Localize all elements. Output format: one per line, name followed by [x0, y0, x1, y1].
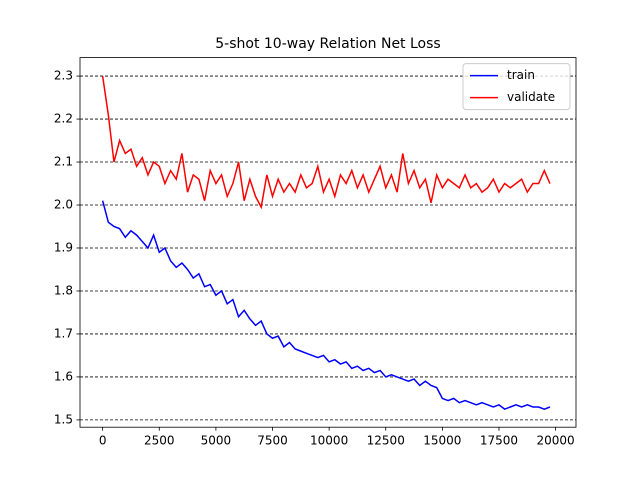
y-tick-label: 2.2 — [54, 112, 73, 126]
y-tick-label: 2.1 — [54, 155, 73, 169]
axes-frame — [79, 57, 577, 428]
x-tick-label: 5000 — [201, 434, 232, 448]
x-tick-label: 17500 — [480, 434, 518, 448]
legend-label: train — [507, 68, 535, 82]
x-tick-label: 10000 — [310, 434, 348, 448]
y-tick-label: 1.7 — [54, 326, 73, 340]
x-tick-label: 12500 — [367, 434, 405, 448]
x-tick-label: 20000 — [537, 434, 575, 448]
x-tick-label: 15000 — [423, 434, 461, 448]
line — [101, 75, 551, 210]
y-tick-label: 1.9 — [54, 240, 73, 254]
y-tick-label: 1.6 — [54, 369, 73, 383]
y-tick-label: 2.3 — [54, 69, 73, 83]
y-tick-label: 2.0 — [54, 198, 73, 212]
x-tick-label: 0 — [99, 434, 107, 448]
line — [101, 200, 551, 410]
x-tick-label: 2500 — [144, 434, 175, 448]
y-tick-label: 1.5 — [54, 412, 73, 426]
chart-title: 5-shot 10-way Relation Net Loss — [215, 36, 440, 52]
y-tick-label: 1.8 — [54, 283, 73, 297]
legend-label: validate — [507, 90, 555, 104]
x-tick-label: 7500 — [257, 434, 288, 448]
